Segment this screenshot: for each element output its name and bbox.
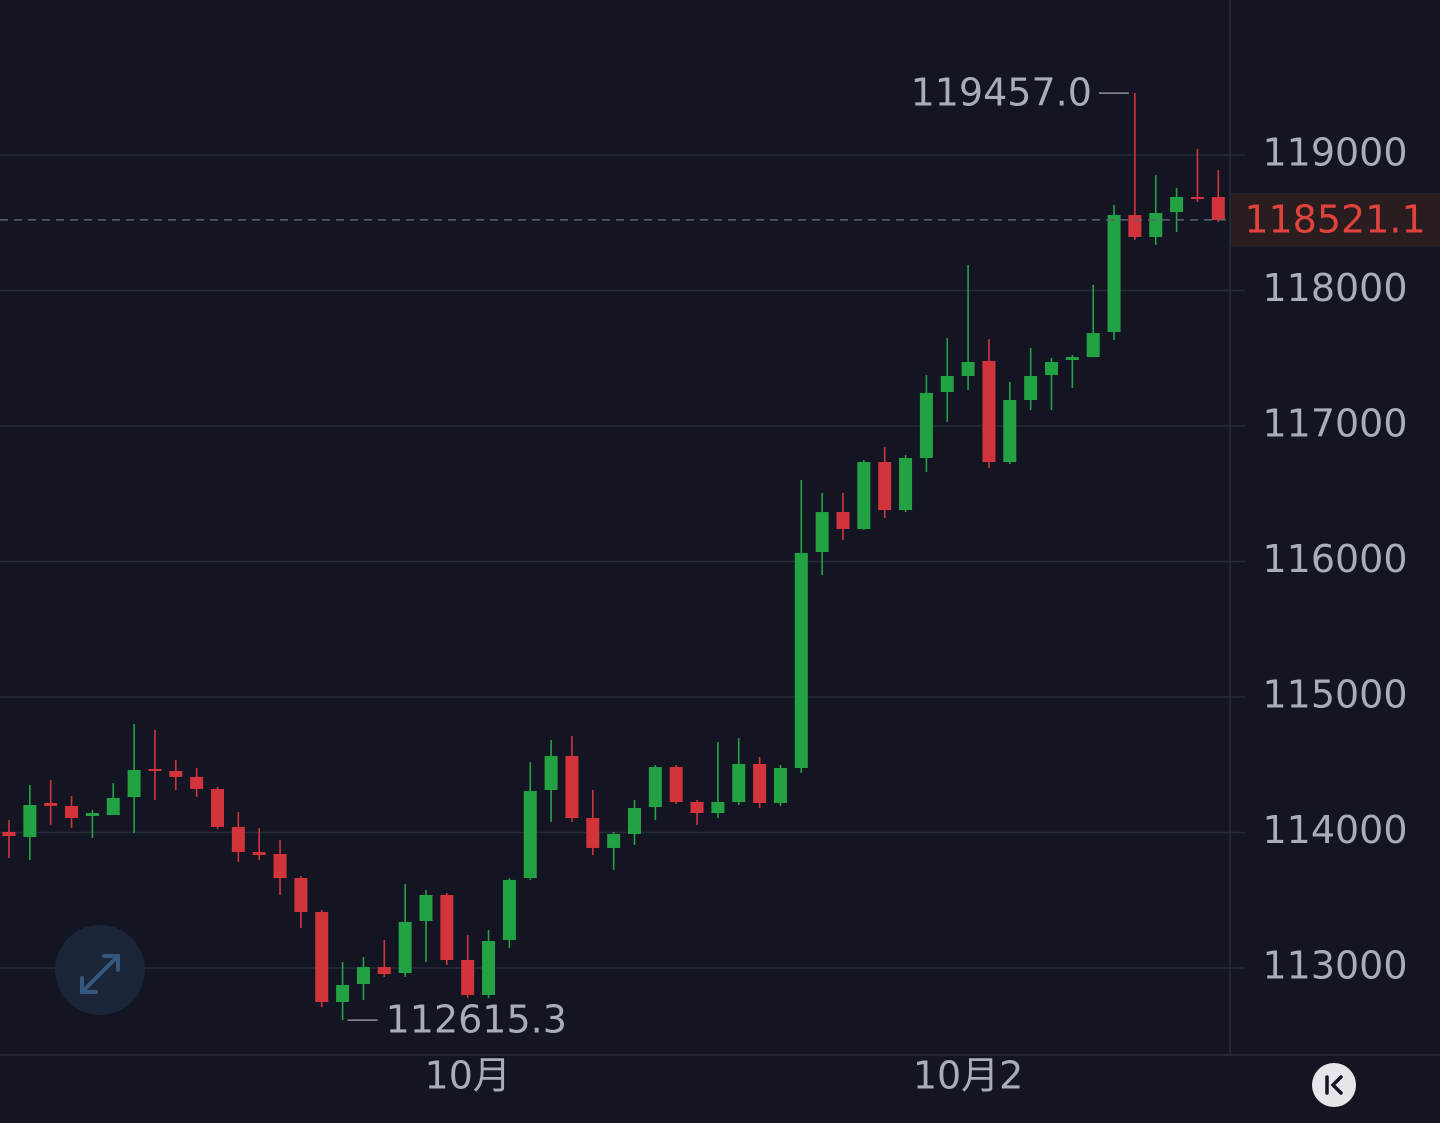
annotation-label: 112615.3 xyxy=(386,998,567,1042)
candle-body xyxy=(461,960,475,995)
candle-body xyxy=(169,770,183,777)
y-tick-label: 118000 xyxy=(1262,266,1407,310)
candle-body xyxy=(669,767,683,803)
y-tick-label: 115000 xyxy=(1262,673,1407,717)
candle-body xyxy=(1024,376,1038,400)
candle-body xyxy=(523,791,537,879)
candle-body xyxy=(294,878,308,913)
annotation-label: 119457.0 xyxy=(911,71,1092,115)
candle-body xyxy=(419,894,433,921)
candle-body xyxy=(44,802,58,806)
y-tick-label: 116000 xyxy=(1262,537,1407,581)
candle-body xyxy=(1170,197,1184,213)
candle-body xyxy=(961,362,975,377)
candle-body xyxy=(398,921,412,974)
candle-body xyxy=(773,768,787,803)
candle-body xyxy=(1045,362,1058,376)
candle-body xyxy=(753,763,767,803)
y-tick-label: 113000 xyxy=(1262,944,1407,988)
candle-body xyxy=(356,967,370,984)
expand-button[interactable] xyxy=(55,925,145,1015)
candle-body xyxy=(628,807,641,835)
candle-body xyxy=(440,894,454,961)
candle-body xyxy=(273,854,287,879)
candle-body xyxy=(1107,215,1121,332)
candle-body xyxy=(648,767,662,808)
candle-body xyxy=(315,912,329,1003)
candle-body xyxy=(878,462,892,511)
candle-body xyxy=(23,805,37,837)
candle-body xyxy=(690,802,704,813)
candle-body xyxy=(919,392,933,458)
candle-body xyxy=(607,834,621,848)
x-tick-label: 10月2 xyxy=(913,1054,1024,1098)
last-price-box xyxy=(1230,192,1440,247)
candle-body xyxy=(982,360,996,463)
candle-body xyxy=(1086,333,1100,358)
candle-body xyxy=(85,812,99,816)
candle-body xyxy=(815,512,829,553)
candle-body xyxy=(2,831,16,837)
candle-body xyxy=(732,763,746,803)
labels: 113000 114000 115000 116000 117000 118000 1190… xyxy=(347,71,1440,1098)
y-tick-label: 117000 xyxy=(1262,402,1407,446)
candle-body xyxy=(565,755,579,819)
candle-body xyxy=(211,789,224,827)
candle-body xyxy=(711,802,725,813)
candle-body xyxy=(148,768,162,771)
candle-body xyxy=(252,852,266,856)
expand-button-bg[interactable] xyxy=(55,925,145,1015)
candle-body xyxy=(544,755,558,790)
candle-body xyxy=(336,984,350,1003)
candle-body xyxy=(899,457,913,511)
candle-body xyxy=(857,462,871,529)
last-price-label: 118521.1 xyxy=(1244,197,1425,241)
candle-body xyxy=(1003,399,1017,463)
candle-body xyxy=(586,818,600,848)
candle-body xyxy=(502,879,516,940)
candle-body xyxy=(794,552,808,769)
candle-body xyxy=(836,512,850,529)
x-tick-label: 10月 xyxy=(425,1054,511,1098)
candle-body xyxy=(940,376,954,393)
candle-body xyxy=(482,941,496,995)
scroll-latest-button[interactable] xyxy=(1312,1063,1356,1107)
candle-body xyxy=(231,826,245,853)
grid xyxy=(0,154,1245,969)
candle-body xyxy=(1065,357,1079,361)
candle-body xyxy=(377,967,391,974)
y-tick-label: 114000 xyxy=(1262,808,1407,852)
candle-body xyxy=(1149,213,1163,237)
candle-body xyxy=(1128,215,1142,237)
candle-body xyxy=(1190,197,1204,200)
candle-body xyxy=(65,805,79,819)
candle-body xyxy=(106,797,120,816)
scroll-latest-icon xyxy=(1325,1075,1343,1095)
candles xyxy=(0,93,1230,1021)
candle-body xyxy=(190,776,204,790)
y-tick-label: 119000 xyxy=(1262,131,1407,175)
expand-icon xyxy=(80,954,120,994)
candle-body xyxy=(1211,197,1225,220)
candle-body xyxy=(127,770,141,798)
